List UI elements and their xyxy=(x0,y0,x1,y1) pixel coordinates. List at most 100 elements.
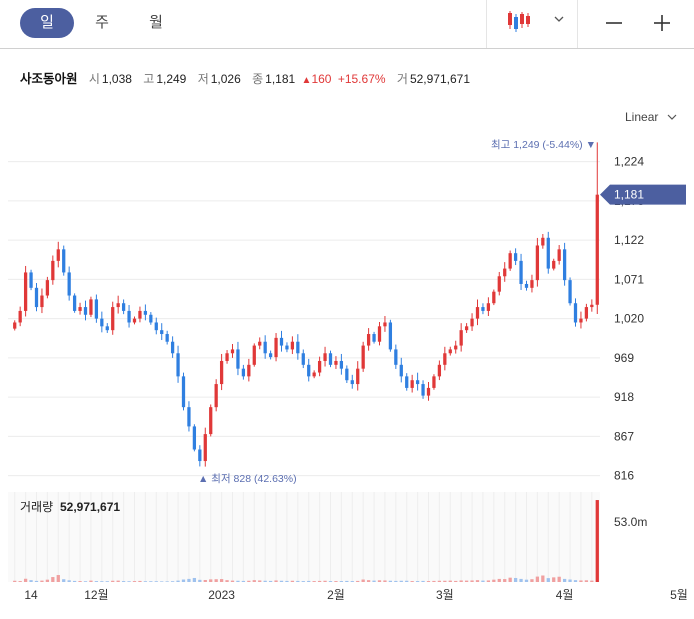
candle xyxy=(51,255,55,285)
highest-price-marker: 최고 1,249 (-5.44%) ▼ xyxy=(491,139,596,151)
x-tick-label: 14 xyxy=(24,588,38,602)
volume-bar xyxy=(176,580,180,582)
volume-bar xyxy=(18,581,22,582)
volume-bar xyxy=(573,580,578,582)
zoom-in-button[interactable] xyxy=(646,8,678,38)
volume-bar xyxy=(552,577,556,582)
volume-bar xyxy=(78,581,82,582)
candle xyxy=(383,316,387,332)
volume-bar xyxy=(121,581,126,582)
candle xyxy=(448,346,452,356)
chart-type-dropdown[interactable] xyxy=(486,0,578,48)
volume-bar xyxy=(203,579,207,582)
candle xyxy=(541,234,545,249)
volume-panel-value: 52,971,671 xyxy=(60,500,120,514)
volume-bar xyxy=(394,580,398,582)
candle xyxy=(225,350,229,364)
volume-bar xyxy=(170,581,175,582)
volume-bar xyxy=(209,579,213,582)
candle xyxy=(399,357,403,383)
candle xyxy=(595,142,599,315)
candle xyxy=(187,401,191,432)
candle xyxy=(209,404,213,437)
volume-bar xyxy=(503,579,507,582)
volume-bar xyxy=(132,581,137,582)
volume-bar xyxy=(492,579,496,582)
candle xyxy=(230,344,235,358)
candle xyxy=(562,242,567,286)
y-tick-label: 867 xyxy=(614,429,634,443)
candle xyxy=(138,306,142,323)
low-value: 1,026 xyxy=(210,72,241,86)
candle xyxy=(116,295,120,314)
volume-bar xyxy=(541,575,545,582)
candle xyxy=(100,311,104,333)
volume-bar xyxy=(290,580,295,582)
volume-bar xyxy=(241,580,246,582)
volume-bar xyxy=(350,581,354,582)
volume-bar xyxy=(247,580,251,582)
candle xyxy=(181,372,186,411)
candle xyxy=(307,358,311,382)
candle xyxy=(170,336,175,358)
candle xyxy=(72,293,77,313)
candle xyxy=(236,341,240,376)
volume-bar xyxy=(312,581,316,582)
volume-bar xyxy=(296,580,300,582)
volume-bar xyxy=(405,580,409,582)
candle xyxy=(372,331,376,344)
volume-bar xyxy=(421,580,425,582)
tab-week[interactable]: 주 xyxy=(95,14,109,31)
lowest-price-marker: ▲ 최저 828 (42.63%) xyxy=(198,473,297,485)
change-percent: +15.67% xyxy=(337,72,386,86)
tab-month[interactable]: 월 xyxy=(149,14,163,31)
candle xyxy=(497,271,501,296)
candle xyxy=(290,336,295,355)
candle xyxy=(410,374,414,393)
x-tick-label: 3월 xyxy=(436,588,454,602)
y-tick-label: 918 xyxy=(614,390,634,404)
volume-bar xyxy=(230,580,235,582)
candle xyxy=(198,445,202,467)
candle xyxy=(426,381,431,401)
volume-bar xyxy=(214,579,218,582)
volume-panel-bg xyxy=(8,492,600,582)
candle xyxy=(154,317,158,335)
volume-bar xyxy=(443,580,447,582)
candle xyxy=(366,328,371,351)
candle xyxy=(219,353,224,391)
candle xyxy=(405,373,409,391)
candle xyxy=(241,364,246,380)
volume-bar xyxy=(51,577,55,582)
candle xyxy=(143,304,148,321)
candle xyxy=(513,248,518,266)
volume-bar xyxy=(258,580,262,582)
candle xyxy=(350,374,354,389)
volume-bar xyxy=(279,580,284,582)
candle xyxy=(394,344,398,369)
zoom-out-button[interactable] xyxy=(598,8,630,38)
candle xyxy=(334,356,338,369)
volume-bar xyxy=(13,580,17,582)
volume-bar xyxy=(361,579,365,582)
volume-bar xyxy=(192,577,197,582)
candle xyxy=(432,374,436,390)
volume-bar xyxy=(497,578,501,582)
candle xyxy=(149,312,153,325)
high-value: 1,249 xyxy=(156,72,187,86)
scale-dropdown[interactable]: Linear xyxy=(625,110,678,124)
volume-bar xyxy=(165,581,169,582)
current-price-tag xyxy=(600,184,686,205)
candle xyxy=(361,341,365,372)
tab-day[interactable]: 일 xyxy=(20,8,74,38)
volume-grid xyxy=(8,492,600,582)
volume-panel-label: 거래량 xyxy=(20,500,53,514)
volume-bar xyxy=(40,580,44,582)
volume-bar xyxy=(307,580,311,582)
volume-bar xyxy=(377,580,382,582)
close-value: 1,181 xyxy=(265,72,296,86)
volume-bar xyxy=(268,580,273,582)
candle xyxy=(552,258,556,271)
volume-bar xyxy=(138,580,142,582)
